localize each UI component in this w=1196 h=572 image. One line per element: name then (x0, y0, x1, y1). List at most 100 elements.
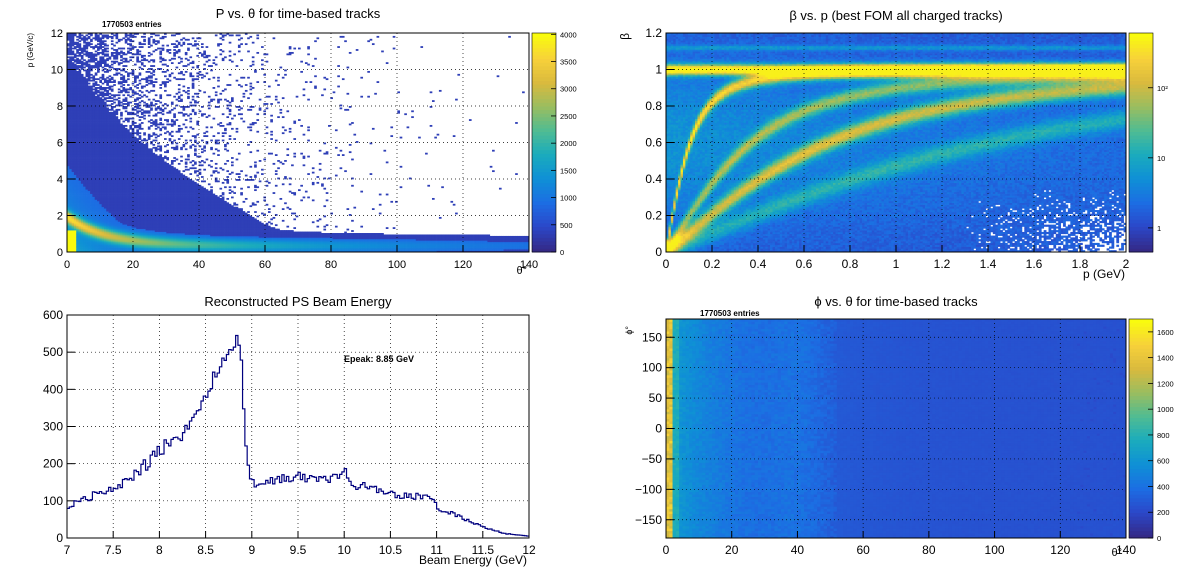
heatmap-cell (147, 41, 151, 44)
heatmap-cell (78, 84, 82, 86)
heatmap-cell (124, 197, 128, 200)
heatmap-cell (101, 122, 105, 124)
heatmap-cell (90, 165, 93, 168)
heatmap-cell (101, 154, 105, 156)
heatmap-cell (113, 215, 116, 218)
heatmap-cell (110, 225, 114, 228)
heatmap-cell (152, 214, 156, 216)
heatmap-cell (108, 123, 112, 126)
heatmap-cell (69, 183, 72, 186)
heatmap-cell (99, 139, 102, 142)
heatmap-cell (103, 87, 107, 89)
heatmap-cell (115, 123, 119, 126)
heatmap-cell (94, 73, 98, 76)
heatmap-cell (92, 130, 96, 133)
heatmap-cell (101, 62, 105, 65)
heatmap-cell (85, 97, 89, 100)
heatmap-cell (92, 176, 96, 178)
heatmap-cell (80, 183, 84, 186)
heatmap-cell (131, 221, 135, 224)
heatmap-cell (152, 171, 156, 174)
heatmap-cell (71, 79, 75, 82)
heatmap-cell (152, 249, 156, 251)
heatmap-cell (115, 108, 119, 111)
heatmap-cell (80, 95, 84, 98)
heatmap-cell (87, 215, 91, 218)
heatmap-cell (124, 238, 128, 241)
heatmap-cell (154, 241, 158, 244)
heatmap-cell (73, 161, 77, 164)
heatmap-cell (140, 193, 144, 196)
heatmap-cell (83, 113, 86, 116)
heatmap-cell (157, 187, 160, 190)
heatmap-cell (80, 142, 84, 145)
heatmap-cell (108, 135, 112, 138)
heatmap-cell (101, 126, 105, 129)
heatmap-cell (117, 122, 121, 124)
heatmap-cell (133, 243, 137, 246)
heatmap-cell (108, 87, 112, 89)
heatmap-cell (124, 208, 128, 211)
heatmap-cell (164, 177, 167, 180)
heatmap-cell (122, 98, 126, 101)
heatmap-cell (71, 190, 75, 193)
heatmap-cell (124, 60, 128, 63)
heatmap-cell (110, 127, 114, 130)
heatmap-cell (117, 123, 121, 126)
heatmap-cell (78, 120, 82, 123)
heatmap-cell (152, 215, 156, 218)
heatmap-cell (101, 231, 105, 234)
heatmap-cell (159, 218, 163, 221)
heatmap-cell (108, 167, 112, 170)
heatmap-cell (161, 108, 165, 111)
heatmap-cell (83, 98, 86, 101)
heatmap-cell (136, 97, 139, 100)
heatmap-cell (124, 234, 128, 237)
heatmap-cell (122, 145, 126, 148)
heatmap-cell (127, 132, 130, 135)
heatmap-cell (94, 234, 98, 237)
heatmap-cell (90, 244, 93, 247)
heatmap-cell (83, 46, 86, 48)
heatmap-cell (145, 168, 149, 171)
heatmap-cell (87, 233, 91, 235)
heatmap-cell (138, 186, 142, 189)
heatmap-cell (78, 72, 82, 75)
heatmap-cell (92, 221, 96, 224)
heatmap-cell (161, 228, 165, 231)
heatmap-cell (161, 205, 165, 208)
heatmap-cell (97, 184, 100, 187)
heatmap-cell (67, 206, 70, 209)
heatmap-cell (103, 171, 107, 174)
heatmap-cell (110, 152, 114, 155)
heatmap-cell (127, 176, 130, 178)
heatmap-cell (106, 130, 109, 133)
heatmap-cell (150, 157, 153, 159)
heatmap-cell (106, 186, 109, 189)
heatmap-cell (129, 157, 133, 159)
heatmap-cell (131, 135, 135, 138)
heatmap-cell (106, 110, 109, 113)
heatmap-cell (117, 82, 121, 85)
heatmap-cell (67, 164, 70, 167)
heatmap-cell (157, 202, 160, 205)
heatmap-cell (73, 192, 77, 194)
heatmap-cell (106, 197, 109, 200)
heatmap-cell (67, 94, 70, 97)
heatmap-cell (124, 235, 128, 238)
heatmap-cell (90, 155, 93, 158)
heatmap-cell (94, 57, 98, 60)
heatmap-cell (129, 136, 133, 139)
heatmap-cell (92, 200, 96, 203)
heatmap-cell (120, 225, 123, 228)
heatmap-cell (78, 141, 82, 143)
heatmap-cell (94, 225, 98, 228)
heatmap-cell (117, 222, 121, 225)
heatmap-cell (83, 107, 86, 110)
heatmap-cell (129, 135, 133, 138)
heatmap-cell (108, 177, 112, 180)
heatmap-cell (127, 212, 130, 215)
heatmap-cell (108, 222, 112, 225)
heatmap-cell (90, 192, 93, 194)
heatmap-cell (90, 116, 93, 119)
